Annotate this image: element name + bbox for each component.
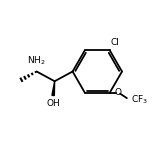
Text: NH$_2$: NH$_2$ [27,55,46,67]
Text: CF$_3$: CF$_3$ [131,93,148,106]
Text: O: O [114,88,121,97]
Text: OH: OH [46,99,60,108]
Text: Cl: Cl [110,38,119,47]
Polygon shape [52,81,55,96]
